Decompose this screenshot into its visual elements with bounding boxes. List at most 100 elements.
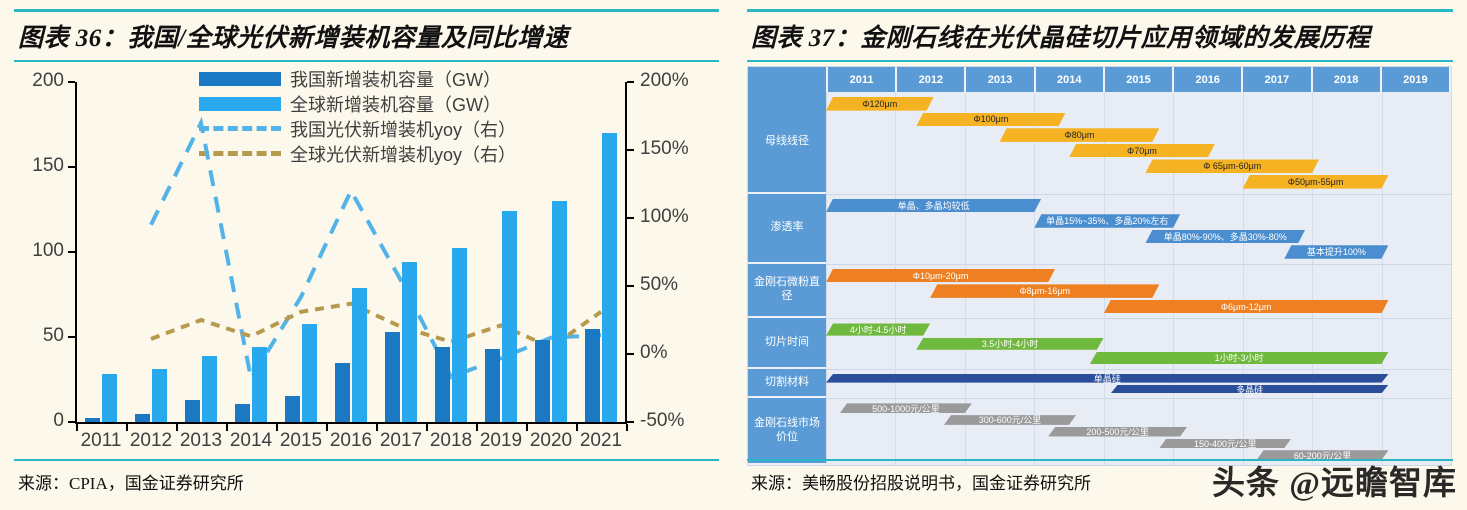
timeline-row-labels: 母线线径 渗透率 金刚石微粉直径 切片时间 切割材料 金刚石线市场价位	[748, 92, 826, 465]
y-tick-right	[627, 285, 634, 287]
figure-37-title-block: 图表 37：金刚石线在光伏晶硅切片应用领域的发展历程	[747, 0, 1453, 62]
x-tick-label-2016: 2016	[329, 430, 373, 451]
legend-swatch-4	[199, 151, 281, 156]
year-header-2017: 2017	[1243, 67, 1313, 92]
figure-37-title: 图表 37：金刚石线在光伏晶硅切片应用领域的发展历程	[751, 25, 1371, 52]
legend-swatch-2	[199, 96, 281, 111]
figure-36-source: 来源：CPIA，国金证券研究所	[18, 474, 244, 493]
y-tick-label-left: 50	[42, 325, 64, 346]
legend-label: 全球光伏新增装机yoy（右）	[290, 144, 517, 165]
row-divider	[826, 465, 1451, 466]
x-tick	[76, 424, 78, 431]
installed-capacity-chart: 我国新增装机容量（GW） 全球新增装机容量（GW） 我国光伏新增装机yoy（右） 全球…	[14, 64, 719, 454]
x-tick-label-2013: 2013	[179, 430, 223, 451]
chart-legend: 我国新增装机容量（GW） 全球新增装机容量（GW） 我国光伏新增装机yoy（右） 全球…	[199, 66, 516, 166]
row-label-4: 切割材料	[748, 368, 826, 399]
bar-china-2011	[85, 417, 100, 422]
year-gridline-2018	[1312, 92, 1314, 465]
bar-global-2016	[352, 288, 367, 422]
x-tick-label-2018: 2018	[429, 430, 473, 451]
timeline-year-header: 2011 2012 2013 2014 2015 2016 2017 2018 2019	[748, 67, 1451, 92]
y-tick-left	[68, 336, 75, 338]
legend-item[interactable]: 我国新增装机容量（GW）	[199, 66, 516, 91]
x-axis	[75, 422, 627, 424]
x-tick	[476, 424, 478, 431]
y-tick-label-right: -50%	[640, 410, 685, 431]
legend-label: 我国光伏新增装机yoy（右）	[290, 119, 517, 140]
x-tick-label-2012: 2012	[129, 430, 173, 451]
x-tick	[226, 424, 228, 431]
timeline-bar: Φ8μm-16μm	[930, 284, 1159, 298]
figure-36-source-block: 来源：CPIA，国金证券研究所	[14, 459, 719, 494]
x-tick	[526, 424, 528, 431]
row-divider	[826, 398, 1451, 400]
legend-label: 我国新增装机容量（GW）	[290, 69, 501, 90]
bar-china-2012	[135, 414, 150, 422]
year-header-2011: 2011	[828, 67, 898, 92]
y-tick-left	[68, 251, 75, 253]
year-gridline-2016	[1173, 92, 1175, 465]
x-tick-label-2015: 2015	[279, 430, 323, 451]
timeline-bar: 单晶80%-90%、多晶30%-80%	[1145, 230, 1305, 244]
y-tick-right	[627, 217, 634, 219]
x-tick	[426, 424, 428, 431]
year-header-2018: 2018	[1312, 67, 1382, 92]
x-tick	[326, 424, 328, 431]
year-gridline-2017	[1242, 92, 1244, 465]
figure-36-title-block: 图表 36：我国/全球光伏新增装机容量及同比增速	[14, 0, 719, 62]
y-tick-right	[627, 81, 634, 83]
legend-item[interactable]: 我国光伏新增装机yoy（右）	[199, 116, 516, 141]
title-top-rule	[747, 9, 1453, 12]
figure-37-panel: 图表 37：金刚石线在光伏晶硅切片应用领域的发展历程 2011 2012 2013 2…	[733, 0, 1467, 510]
y-tick-label-right: 150%	[640, 138, 689, 159]
row-label-5: 金刚石线市场价位	[748, 398, 826, 465]
year-header-2016: 2016	[1174, 67, 1244, 92]
timeline-bar: Φ6μm-12μm	[1104, 300, 1389, 314]
x-tick-label-2021: 2021	[579, 430, 623, 451]
x-tick-label-2011: 2011	[80, 430, 122, 451]
bar-china-2017	[385, 331, 400, 422]
yoy-line-layer	[149, 116, 603, 384]
year-gridline-2011	[826, 92, 827, 465]
timeline-bar: 300-600元/公里	[944, 415, 1076, 425]
bar-china-2021	[585, 328, 600, 422]
y-tick-left	[68, 81, 75, 83]
timeline-bar: 3.5小时-4小时	[916, 338, 1104, 350]
bar-global-2015	[302, 324, 317, 422]
bar-global-2013	[202, 356, 217, 422]
legend-item[interactable]: 全球新增装机容量（GW）	[199, 91, 516, 116]
legend-item[interactable]: 全球光伏新增装机yoy（右）	[199, 141, 516, 166]
bar-global-2017	[402, 262, 417, 422]
bar-china-2019	[485, 348, 500, 422]
x-tick	[126, 424, 128, 431]
timeline-grid: Φ120μm Φ100μm Φ80μm Φ70μm Φ 65μm-60μm Φ50μm-5…	[826, 92, 1451, 466]
timeline-bar: Φ100μm	[916, 113, 1065, 127]
timeline-bar: 1小时-3小时	[1090, 352, 1389, 364]
y-tick-right	[627, 353, 634, 355]
y-tick-label-left: 150	[32, 155, 64, 176]
timeline-bar: 基本提升100%	[1284, 245, 1388, 259]
x-tick	[626, 424, 628, 431]
row-label-2: 金刚石微粉直径	[748, 263, 826, 319]
figure-36-title: 图表 36：我国/全球光伏新增装机容量及同比增速	[18, 25, 569, 52]
year-header-2012: 2012	[897, 67, 967, 92]
y-tick-left	[68, 166, 75, 168]
bar-china-2018	[435, 346, 450, 422]
x-tick-label-2020: 2020	[529, 430, 573, 451]
y-axis-right	[625, 82, 627, 424]
timeline-bar: 单晶、多晶均较低	[826, 199, 1041, 213]
x-tick-label-2014: 2014	[229, 430, 273, 451]
timeline-bar: 200-500元/公里	[1048, 427, 1187, 437]
bar-global-2019	[502, 210, 517, 422]
timeline-bar: 500-1000元/公里	[840, 403, 972, 413]
bar-global-2020	[552, 201, 567, 422]
figure-37-source: 来源：美畅股份招股说明书，国金证券研究所	[751, 474, 1091, 493]
bar-global-2021	[602, 133, 617, 422]
source-rule	[14, 459, 719, 461]
y-tick-right	[627, 149, 634, 151]
y-tick-left	[68, 421, 75, 423]
line-global-yoy	[150, 301, 603, 350]
y-tick-label-right: 0%	[640, 342, 668, 363]
title-bottom-rule	[747, 60, 1453, 62]
